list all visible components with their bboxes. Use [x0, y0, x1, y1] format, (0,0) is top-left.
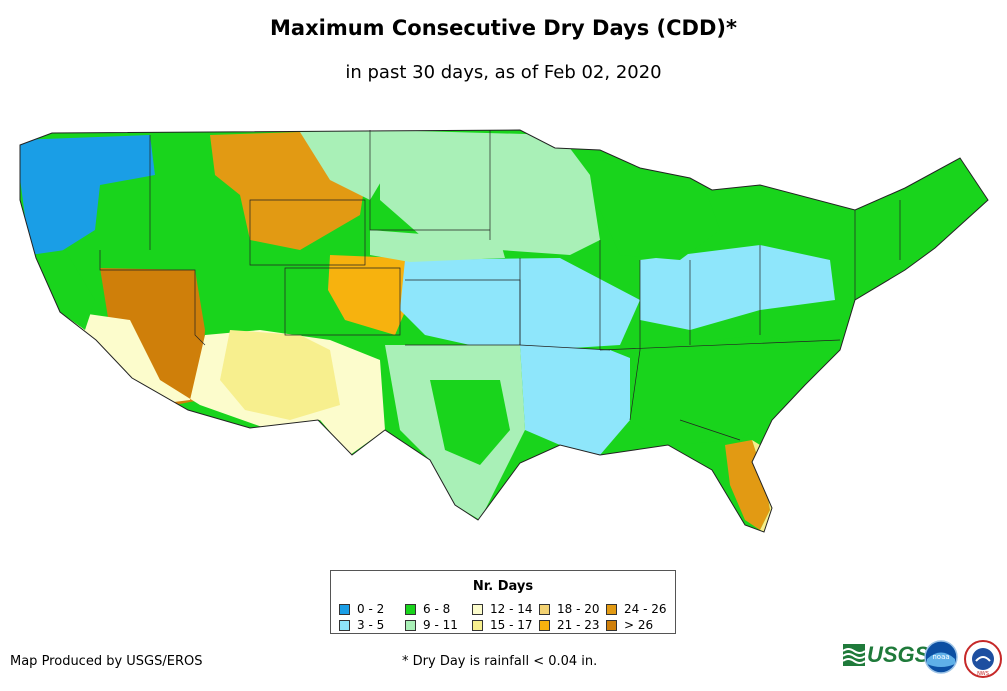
california-coast-region — [30, 250, 95, 330]
legend-title: Nr. Days — [472, 579, 534, 594]
map-credit: Map Produced by USGS/EROS — [10, 654, 203, 669]
great-basin-region — [100, 268, 205, 408]
legend-swatch — [339, 619, 350, 631]
legend-swatch — [472, 619, 483, 631]
colorado-high-plains-region — [328, 255, 410, 335]
legend-swatch — [339, 603, 350, 615]
legend-swatch — [539, 603, 550, 615]
noaa-logo-icon: noaa — [924, 640, 958, 674]
legend-swatch — [539, 619, 550, 631]
nm-dry-region — [220, 330, 340, 420]
great-lakes-region — [600, 160, 720, 260]
legend: Nr. Days 0 - 2 3 - 5 6 - 8 9 - 11 12 - 1… — [330, 570, 676, 634]
state-borders — [99, 130, 901, 441]
legend-item-0-2: 0 - 2 — [339, 602, 384, 616]
montana-east-region — [300, 130, 385, 200]
svg-text:NWS: NWS — [977, 671, 989, 677]
usgs-wave-icon — [843, 644, 865, 666]
legend-item-18-20: 18 - 20 — [539, 602, 600, 616]
usgs-logo: USGS — [843, 642, 929, 668]
legend-swatch — [606, 619, 617, 631]
pacific-northwest-region — [20, 135, 155, 255]
legend-item-9-11: 9 - 11 — [405, 618, 458, 632]
florida-peninsula-region — [725, 440, 770, 530]
legend-item-21-23: 21 - 23 — [539, 618, 600, 632]
usgs-wordmark: USGS — [867, 642, 930, 667]
dry-day-note: * Dry Day is rainfall < 0.04 in. — [402, 654, 598, 669]
nws-logo-icon: NWS — [964, 640, 1002, 678]
map-title: Maximum Consecutive Dry Days (CDD)* — [270, 16, 737, 40]
legend-item-gt-26: > 26 — [606, 618, 653, 632]
ohio-valley-region — [640, 245, 835, 330]
us-outline — [19, 129, 989, 533]
legend-swatch — [405, 619, 416, 631]
legend-item-15-17: 15 - 17 — [472, 618, 533, 632]
legend-swatch — [405, 603, 416, 615]
southeast-region — [630, 335, 840, 445]
lower-mississippi-region — [520, 345, 635, 455]
texas-wet-region — [430, 380, 510, 465]
legend-item-3-5: 3 - 5 — [339, 618, 384, 632]
legend-item-6-8: 6 - 8 — [405, 602, 450, 616]
legend-swatch — [606, 603, 617, 615]
nebraska-region — [370, 230, 505, 262]
legend-swatch — [472, 603, 483, 615]
legend-item-24-26: 24 - 26 — [606, 602, 667, 616]
map-subtitle: in past 30 days, as of Feb 02, 2020 — [345, 62, 662, 83]
svg-text:noaa: noaa — [932, 653, 949, 661]
legend-item-12-14: 12 - 14 — [472, 602, 533, 616]
